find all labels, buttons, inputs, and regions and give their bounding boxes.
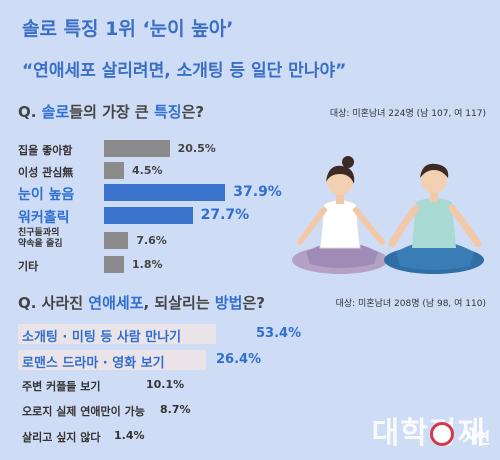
chart2-highlight-bar bbox=[18, 350, 206, 370]
chart1-value-label: 37.9% bbox=[233, 184, 282, 200]
chart2-category-label: 주변 커플들 보기 bbox=[22, 380, 101, 393]
question-2-suffix: 은? bbox=[242, 294, 265, 312]
question-1-highlight-2: 특징 bbox=[153, 103, 182, 121]
chart2-row: 소개팅 · 미팅 등 사람 만나기 53.4% bbox=[18, 324, 318, 345]
question-1-suffix: 은? bbox=[181, 103, 205, 121]
chart2-category-label: 오로지 실제 연애만이 가능 bbox=[22, 405, 145, 418]
chart1-bar bbox=[104, 184, 226, 201]
brand-name: 가연 bbox=[462, 429, 490, 447]
question-1-highlight-1: 솔로 bbox=[41, 103, 70, 121]
chart2-value-label: 26.4% bbox=[216, 352, 262, 367]
chart2-row: 로맨스 드라마 · 영화 보기 26.4% bbox=[18, 350, 318, 371]
chart1-row: 집을 좋아함 20.5% bbox=[18, 140, 298, 158]
question-1: Q. 솔로들의 가장 큰 특징은? bbox=[18, 101, 204, 122]
chart2-value-label: 1.4% bbox=[114, 429, 145, 442]
chart2-row: 주변 커플들 보기 10.1% bbox=[18, 375, 318, 395]
chart2-value-label: 8.7% bbox=[160, 403, 191, 416]
chart2-category-label: 소개팅 · 미팅 등 사람 만나기 bbox=[22, 330, 182, 345]
chart1-row: 워커홀릭 27.7% bbox=[18, 207, 298, 226]
chart1-bar bbox=[104, 140, 170, 157]
question-2-prefix: Q. 사라진 bbox=[18, 294, 89, 312]
chart1-category-label: 집을 좋아함 bbox=[18, 144, 73, 157]
chart1-bar bbox=[104, 207, 193, 224]
chart1-value-label: 27.7% bbox=[200, 207, 250, 223]
chart1-bar bbox=[104, 256, 124, 273]
chart1-value-label: 7.6% bbox=[136, 234, 167, 247]
chart1-category-label: 눈이 높음 bbox=[18, 187, 75, 203]
question-2-highlight-1: 연애세포 bbox=[88, 294, 144, 312]
question-1-mid: 들의 가장 큰 bbox=[69, 103, 154, 121]
chart1-category-label: 이성 관심無 bbox=[18, 166, 74, 179]
question-1-prefix: Q. bbox=[18, 103, 42, 121]
chart2-highlight-bar bbox=[18, 324, 216, 344]
chart2-row: 오로지 실제 연애만이 가능 8.7% bbox=[18, 400, 318, 420]
chart1-value-label: 20.5% bbox=[177, 142, 216, 155]
chart1-category-label: 기타 bbox=[18, 260, 39, 273]
question-2: Q. 사라진 연애세포, 되살리는 방법은? bbox=[18, 292, 265, 313]
brand-mark-icon bbox=[430, 422, 454, 446]
chart2-category-label: 살리고 싶지 않다 bbox=[22, 431, 101, 444]
chart2-value-label: 10.1% bbox=[146, 378, 185, 391]
question-2-respondents: 대상: 미혼남녀 208명 (남 98, 여 110) bbox=[335, 299, 486, 309]
chart1-row: 눈이 높음 37.9% bbox=[18, 184, 298, 203]
title-line-2: “연애세포 살리려면, 소개팅 등 일단 만나야” bbox=[22, 61, 347, 81]
title-line-1: 솔로 특징 1위 ‘눈이 높아’ bbox=[22, 18, 234, 40]
chart1-value-label: 1.8% bbox=[132, 258, 163, 271]
watermark-logo-main: 대학경제 bbox=[371, 416, 486, 451]
question-1-respondents: 대상: 미혼남녀 224명 (남 107, 여 117) bbox=[329, 109, 486, 119]
chart2-category-label: 로맨스 드라마 · 영화 보기 bbox=[22, 356, 165, 371]
meditating-couple-illustration bbox=[292, 156, 484, 274]
chart1-bar bbox=[104, 162, 124, 179]
chart1-category-label: 워커홀릭 bbox=[18, 210, 70, 226]
question-2-mid: , 되살리는 bbox=[143, 294, 215, 312]
chart2-value-label: 53.4% bbox=[256, 326, 302, 341]
chart1-bar bbox=[104, 232, 129, 249]
chart2-row: 살리고 싶지 않다 1.4% bbox=[18, 426, 318, 446]
chart1-row: 이성 관심無 4.5% bbox=[18, 162, 298, 180]
chart1-row: 친구들과의 약속을 즐김 7.6% bbox=[18, 228, 298, 250]
question-2-highlight-2: 방법 bbox=[214, 294, 243, 312]
chart1-category-label: 친구들과의 약속을 즐김 bbox=[18, 228, 63, 249]
chart1-value-label: 4.5% bbox=[132, 164, 163, 177]
watermark-logo: 대학경제 bbox=[372, 408, 486, 452]
chart1-row: 기타 1.8% bbox=[18, 256, 298, 274]
